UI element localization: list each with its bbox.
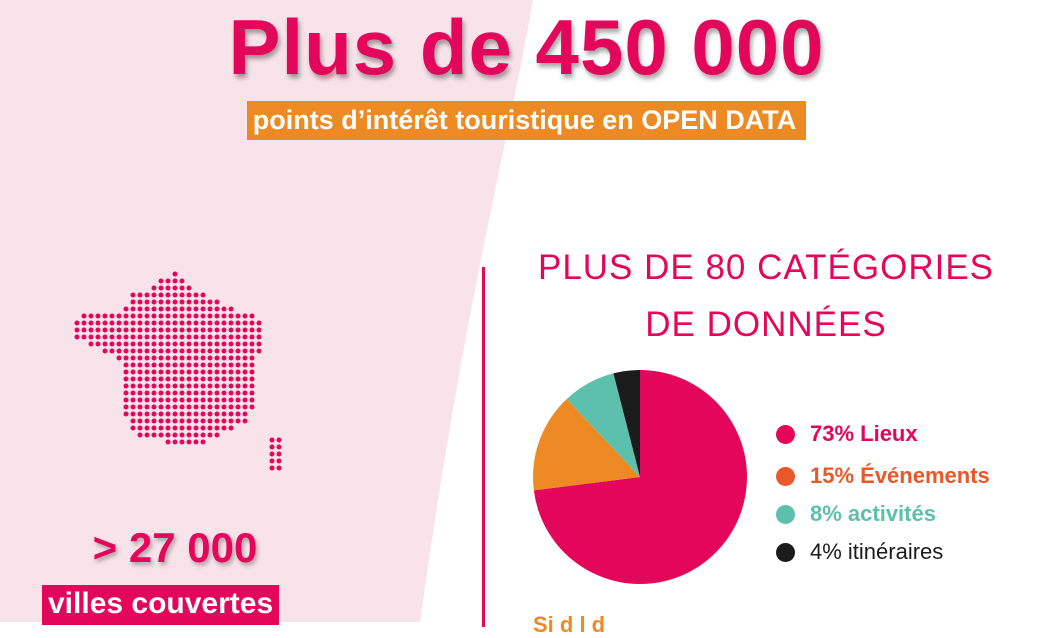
cut-off-caption: Si d l d — [533, 612, 606, 637]
legend-dot-icon — [776, 542, 795, 562]
vertical-divider — [482, 267, 485, 627]
pie-slice-lieux — [533, 370, 747, 584]
cities-label: villes couvertes — [42, 585, 280, 625]
pie-slice-evenements — [532, 399, 640, 491]
headline-subtitle: points d’intérêt touristique en OPEN DAT… — [246, 101, 807, 140]
background-pink-shape — [0, 0, 533, 622]
pie-legend: 73% Lieux 15% Événements 8% activités 4% it… — [776, 416, 1046, 571]
legend-item: 15% Événements — [776, 457, 1046, 495]
legend-dot-icon — [776, 424, 795, 444]
legend-item: 73% Lieux — [776, 416, 1046, 452]
legend-item: 4% itinéraires — [776, 533, 1046, 571]
pie-slice-itineraires — [613, 370, 640, 477]
cities-count: > 27 000 — [92, 524, 258, 571]
legend-dot-icon — [776, 466, 795, 486]
legend-label: 4% itinéraires — [810, 539, 944, 564]
pie-slice-activites — [566, 373, 640, 477]
legend-dot-icon — [776, 504, 795, 524]
categories-title-line2: DE DONNÉES — [645, 305, 887, 344]
legend-item: 8% activités — [776, 495, 1046, 533]
legend-label: 15% Événements — [810, 463, 990, 488]
legend-label: 73% Lieux — [810, 421, 918, 446]
categories-pie-chart — [532, 370, 747, 584]
legend-label: 8% activités — [810, 501, 936, 526]
headline-subtitle-wrap: points d’intérêt touristique en OPEN DAT… — [0, 101, 1053, 140]
categories-title-line1: PLUS DE 80 CATÉGORIES — [537, 248, 995, 287]
france-map-icon — [74, 271, 282, 471]
pink-diagonal-panel — [0, 0, 533, 622]
headline-title: Plus de 450 000 — [228, 3, 825, 91]
